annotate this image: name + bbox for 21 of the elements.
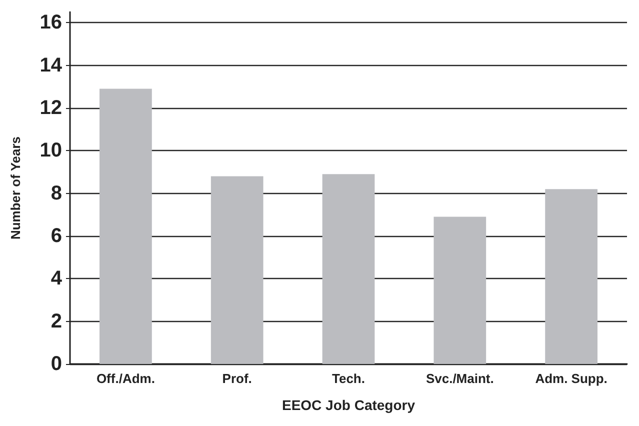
bar	[434, 216, 486, 364]
y-tick-label: 8	[50, 182, 62, 204]
bar	[100, 88, 152, 364]
y-tick-label: 4	[50, 268, 63, 290]
x-tick-label: Adm. Supp.	[535, 371, 608, 386]
x-tick-label: Prof.	[222, 371, 252, 386]
x-tick-label: Off./Adm.	[96, 371, 155, 386]
y-tick-label: 14	[40, 54, 63, 76]
y-tick-label: 0	[50, 353, 62, 375]
y-axis-title: Number of Years	[8, 136, 23, 240]
y-tick-label: 10	[40, 140, 62, 162]
y-tick-label: 16	[40, 12, 62, 34]
y-tick-label: 6	[50, 225, 62, 247]
y-tick-label: 12	[40, 97, 62, 119]
bar	[210, 176, 264, 364]
bar	[545, 189, 598, 364]
x-tick-label: Tech.	[332, 371, 365, 386]
x-tick-label: Svc./Maint.	[426, 371, 494, 386]
x-axis-title: EEOC Job Category	[282, 397, 416, 413]
y-tick-label: 2	[50, 310, 62, 332]
bar	[322, 174, 375, 364]
